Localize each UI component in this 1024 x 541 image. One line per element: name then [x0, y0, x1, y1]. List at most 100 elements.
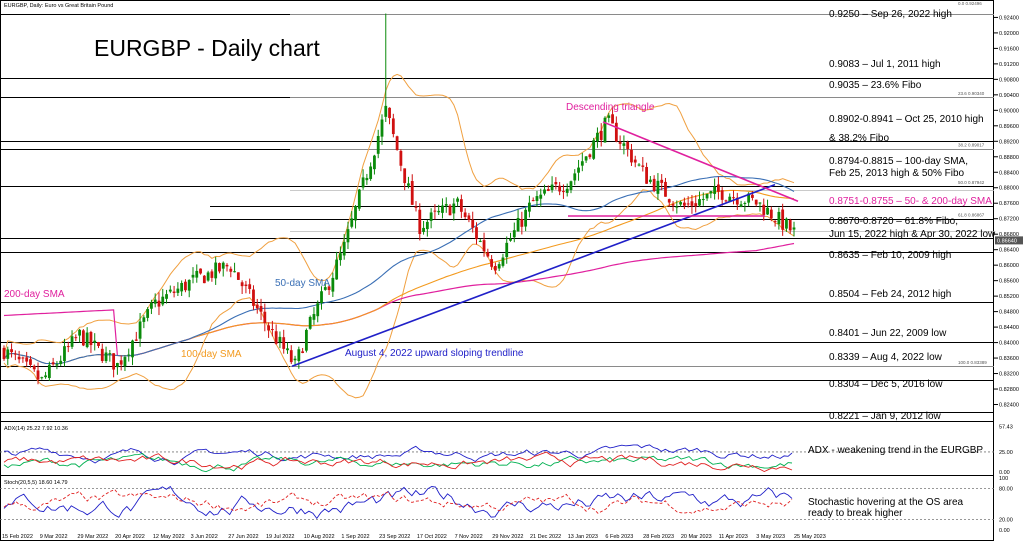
candle-body	[2, 347, 6, 360]
candle-body	[679, 202, 683, 205]
level-label: 0.8794-0.8815 – 100-day SMA,	[829, 156, 968, 167]
stoch-k-line	[3, 485, 793, 520]
candle-body	[577, 167, 580, 173]
fib-tag: 100.0 0.83389	[958, 360, 987, 365]
candle-body	[724, 200, 728, 202]
price-tick-label: 0.88400	[999, 170, 1019, 176]
candle-body	[388, 107, 391, 119]
candle-body	[395, 136, 399, 151]
time-tick-label: 1 Sep 2022	[341, 534, 369, 540]
candle-body	[596, 132, 599, 142]
candle-body	[512, 230, 516, 238]
candle-body	[664, 181, 667, 197]
level-label: 0.8902-0.8941 – Oct 25, 2010 high	[829, 114, 984, 125]
candle-body	[762, 204, 766, 215]
candle-body	[739, 204, 743, 207]
candle-body	[588, 154, 592, 158]
candle-body	[792, 227, 796, 230]
level-label: 0.8751-0.8755 – 50- & 200-day SMA	[829, 196, 992, 207]
candle-body	[478, 240, 482, 242]
candle-body	[524, 209, 528, 227]
candle-body	[535, 196, 539, 201]
candle-body	[191, 274, 195, 278]
candle-body	[301, 351, 305, 353]
price-tick-label: 0.89200	[999, 139, 1019, 145]
candle-body	[471, 219, 475, 228]
candle-body	[380, 119, 384, 137]
candle-body	[769, 209, 773, 219]
candle-body	[357, 189, 361, 209]
candle-body	[580, 161, 584, 166]
price-tick-label: 0.90400	[999, 93, 1019, 99]
price-tick-label: 0.86000	[999, 263, 1019, 269]
sma50-line	[3, 176, 795, 365]
candle-body	[399, 150, 403, 166]
stoch-d-line	[3, 489, 793, 515]
candle-body	[497, 264, 501, 269]
bollinger-bands	[3, 73, 795, 399]
candle-body	[475, 227, 478, 240]
candle-body	[339, 253, 342, 261]
candle-body	[675, 206, 679, 208]
candle-body	[267, 325, 270, 331]
candle-body	[248, 284, 252, 289]
candle-body	[509, 238, 512, 241]
time-tick-label: 20 Mar 2023	[681, 534, 712, 540]
candle-body	[44, 375, 47, 378]
price-tick-label: 0.85600	[999, 279, 1019, 285]
time-tick-label: 9 Mar 2022	[40, 534, 68, 540]
candle-body	[274, 331, 278, 344]
candle-body	[565, 188, 569, 193]
candle-body	[562, 191, 565, 193]
level-labels: 0.9250 – Sep 26, 2022 high 0.9083 – Jul 1…	[829, 1, 996, 422]
time-tick-label: 15 Feb 2022	[2, 534, 33, 540]
time-tick-label: 17 Oct 2022	[417, 534, 447, 540]
candle-body	[437, 210, 441, 213]
candle-body	[361, 177, 365, 188]
candle-body	[743, 202, 747, 204]
candle-body	[108, 353, 112, 355]
price-tick-label: 0.91600	[999, 46, 1019, 52]
candle-body	[747, 193, 751, 203]
triangle-label: Descending triangle	[566, 102, 655, 113]
candle-body	[391, 118, 395, 135]
candle-body	[705, 193, 709, 199]
candle-body	[161, 296, 165, 305]
price-tick-label: 0.84800	[999, 310, 1019, 316]
candle-body	[528, 202, 531, 212]
candle-body	[327, 286, 331, 291]
indicator-tick-label: 20.00	[999, 518, 1013, 524]
candle-body	[89, 332, 93, 346]
price-tick-label: 0.83600	[999, 356, 1019, 362]
candle-body	[463, 212, 467, 218]
candle-body	[233, 271, 236, 273]
candle-body	[176, 288, 180, 293]
candle-body	[550, 184, 554, 191]
price-tick-label: 0.90000	[999, 108, 1019, 114]
candle-body	[187, 279, 191, 291]
candle-body	[32, 365, 36, 370]
candle-body	[123, 357, 127, 367]
candle-body	[206, 272, 210, 281]
candle-body	[407, 183, 410, 186]
fib-tag: 61.8 0.86867	[958, 213, 985, 218]
candle-body	[641, 165, 645, 167]
candle-body	[592, 140, 596, 159]
price-tick-label: 0.86400	[999, 248, 1019, 254]
time-tick-label: 27 Jun 2022	[228, 534, 258, 540]
candle-body	[36, 370, 40, 380]
candle-body	[142, 317, 146, 322]
candle-body	[573, 173, 577, 181]
level-label: 0.9035 – 23.6% Fibo	[829, 80, 922, 91]
candle-body	[505, 242, 509, 258]
candle-body	[611, 114, 614, 124]
candle-body	[554, 181, 558, 185]
candle-body	[150, 302, 153, 309]
candle-body	[543, 189, 546, 194]
candle-body	[270, 329, 274, 331]
candle-body	[516, 217, 520, 232]
candle-body	[626, 142, 630, 149]
moving-averages	[3, 176, 795, 365]
candle-body	[55, 364, 59, 366]
price-tick-label: 0.86800	[999, 232, 1019, 238]
